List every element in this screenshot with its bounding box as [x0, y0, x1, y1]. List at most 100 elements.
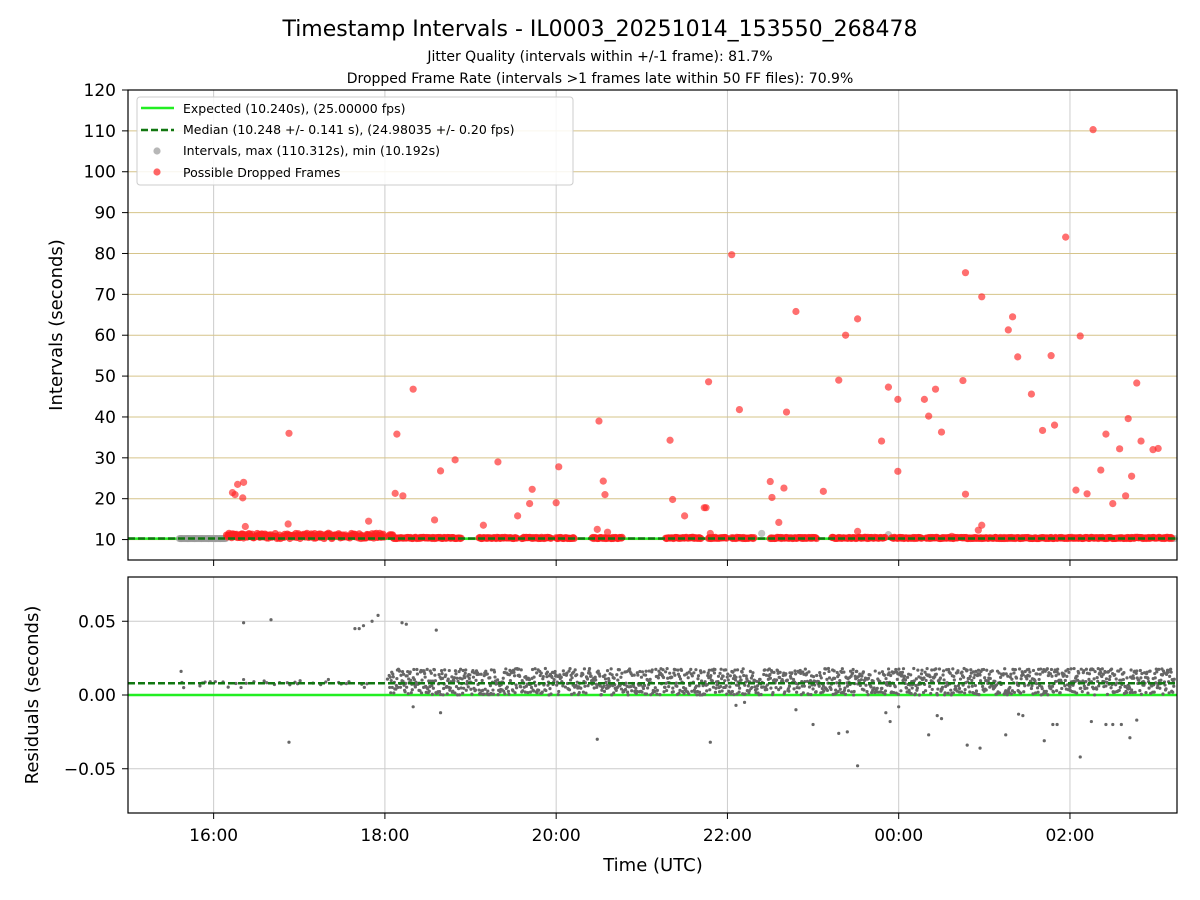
residual-point — [860, 674, 864, 678]
residual-point — [524, 675, 528, 679]
residual-point — [539, 671, 543, 675]
residual-point — [362, 685, 366, 689]
legend-box — [136, 96, 574, 186]
residual-point — [941, 669, 946, 673]
residual-point — [561, 684, 565, 688]
residual-point — [978, 673, 982, 677]
residual-point — [389, 678, 393, 683]
bottom-x-tick-label: 00:00 — [874, 826, 923, 846]
residual-point — [588, 671, 592, 676]
residual-point — [825, 688, 830, 693]
residual-point — [630, 689, 634, 693]
dropped-frame-point — [513, 534, 521, 542]
dropped-frame-point — [1076, 332, 1084, 340]
residual-point — [720, 689, 724, 693]
residual-point — [945, 681, 949, 685]
residual-point — [1124, 691, 1129, 695]
residual-point — [699, 679, 704, 683]
residual-point — [977, 693, 981, 697]
residual-point — [958, 677, 963, 681]
residual-point — [505, 685, 509, 689]
residual-point — [535, 691, 539, 695]
legend-dropped-label: Possible Dropped Frames — [183, 165, 340, 180]
residual-point — [410, 688, 414, 692]
residual-point — [865, 689, 869, 694]
residual-point — [846, 689, 851, 693]
residual-point — [978, 679, 983, 683]
residual-point — [555, 680, 559, 684]
residual-point — [507, 692, 511, 696]
residual-point — [641, 686, 646, 691]
legend-intervals-label: Intervals, max (110.312s), min (10.192s) — [183, 143, 440, 158]
residual-point — [951, 667, 955, 671]
residual-point — [399, 673, 403, 677]
residual-point — [761, 685, 765, 689]
residual-point — [481, 688, 485, 692]
residual-point — [744, 674, 748, 678]
residual-point — [404, 622, 408, 626]
residual-point — [1079, 686, 1083, 690]
residual-point — [550, 675, 554, 680]
residual-point — [513, 691, 517, 695]
residual-point — [1021, 714, 1025, 718]
residual-point — [1037, 677, 1041, 682]
residual-point — [790, 671, 794, 675]
residual-point — [915, 686, 919, 690]
residual-point — [822, 689, 826, 693]
residual-point — [1041, 670, 1045, 674]
residual-point — [488, 683, 492, 688]
residual-point — [1049, 667, 1054, 672]
top-y-axis-ticks: 10 20 30 40 50 60 70 80 90 100 110 120 — [84, 81, 128, 551]
residual-point — [851, 671, 855, 675]
residual-point — [794, 708, 798, 712]
residual-point — [1093, 669, 1097, 674]
dropped-frame-point — [1008, 313, 1017, 321]
residual-point — [880, 670, 885, 674]
residual-point — [519, 668, 523, 672]
residual-point — [1139, 692, 1143, 696]
residual-point — [951, 691, 955, 695]
residual-point — [545, 670, 550, 674]
residual-point — [596, 669, 600, 673]
residual-point — [1056, 667, 1060, 671]
residual-point — [750, 685, 754, 690]
residual-point — [502, 689, 506, 693]
top-scatter-points — [175, 126, 1179, 543]
dropped-frame-point — [1083, 490, 1091, 498]
residual-point — [423, 675, 427, 679]
residual-point — [474, 678, 478, 682]
residual-point — [1157, 667, 1161, 672]
residual-point — [947, 667, 951, 672]
residual-point — [470, 692, 474, 696]
x-axis-label: Time (UTC) — [602, 855, 703, 876]
residual-point — [653, 686, 657, 690]
residual-point — [965, 743, 969, 747]
residual-point — [827, 676, 832, 680]
residual-point — [888, 683, 892, 688]
residual-point — [392, 691, 396, 695]
residual-point — [673, 673, 677, 677]
residual-point — [1042, 739, 1046, 743]
residual-point — [504, 667, 508, 671]
top-y-tick-label: 120 — [84, 81, 116, 101]
dropped-frame-point — [1116, 445, 1124, 453]
residual-point — [1133, 690, 1137, 694]
residual-point — [1109, 667, 1114, 671]
dropped-frame-point — [775, 518, 783, 527]
residual-point — [965, 668, 969, 672]
residual-point — [696, 674, 701, 678]
dropped-frame-point — [231, 491, 239, 499]
residual-point — [742, 673, 746, 678]
residual-point — [508, 678, 513, 683]
residual-point — [1097, 684, 1101, 688]
residual-point — [807, 670, 811, 674]
residual-point — [1035, 672, 1039, 676]
residual-point — [556, 692, 560, 697]
residual-point — [859, 678, 863, 682]
dropped-frame-point — [365, 517, 373, 525]
residual-point — [968, 690, 972, 694]
chart-subtitle-dropped: Dropped Frame Rate (intervals >1 frames … — [347, 71, 854, 87]
residual-point — [548, 687, 552, 691]
residual-point — [701, 684, 705, 688]
residual-point — [779, 686, 783, 690]
